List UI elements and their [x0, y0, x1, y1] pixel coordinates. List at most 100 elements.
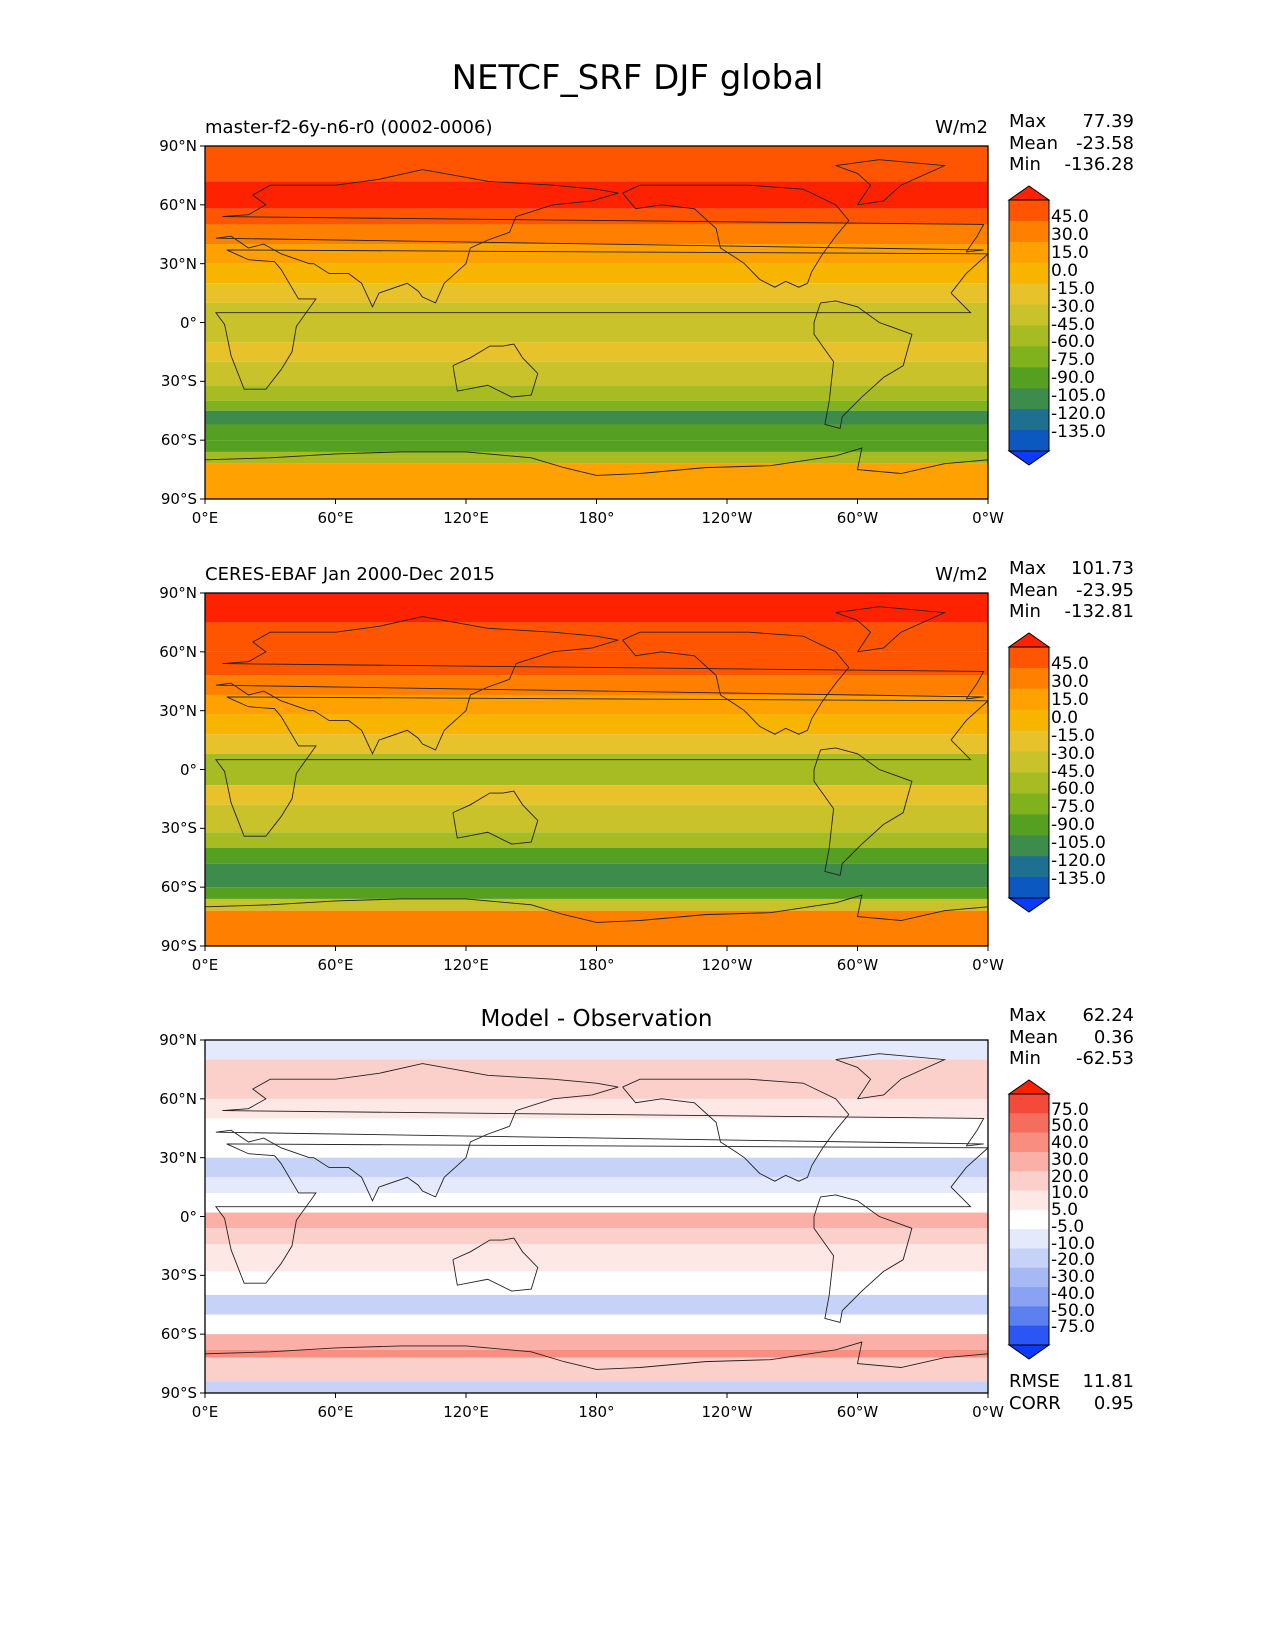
- stat-label: Max: [1009, 1005, 1047, 1026]
- colorbar-tick-label: 5.0: [1051, 1200, 1079, 1221]
- x-tick-label: 180°: [578, 956, 615, 974]
- field-band: [205, 342, 988, 362]
- colorbar-tick-label: 0.0: [1051, 707, 1079, 728]
- colorbar-tick-label: -60.0: [1051, 332, 1095, 353]
- coastline: [835, 606, 947, 653]
- field-band: [205, 146, 988, 182]
- y-tick-label: 60°N: [159, 1089, 197, 1108]
- colorbar-segment: [1009, 1209, 1049, 1230]
- y-tick-label: 90°S: [160, 1384, 197, 1402]
- colorbar-tick-label: 15.0: [1051, 242, 1089, 263]
- colorbar-extend-bottom: [1007, 450, 1051, 466]
- field-band: [205, 651, 988, 676]
- colorbar-tick-label: -45.0: [1051, 314, 1095, 335]
- stat-value: -23.95: [1075, 579, 1134, 601]
- coastline: [215, 1063, 985, 1202]
- stat-row: RMSE 11.81: [1009, 1371, 1134, 1393]
- coastline: [622, 184, 850, 288]
- coastline: [214, 696, 988, 837]
- colorbar-segment: [1009, 730, 1049, 753]
- stat-value: 101.73: [1071, 558, 1134, 579]
- coastline: [215, 169, 985, 308]
- coastline: [813, 1194, 913, 1323]
- field-band: [205, 208, 988, 225]
- colorbar-segment: [1009, 814, 1049, 836]
- colorbar-tick-label: -10.0: [1051, 1233, 1095, 1254]
- colorbar-segment: [1009, 647, 1049, 669]
- colorbar-extend-top: [1007, 632, 1051, 648]
- colorbar-extend-bottom: [1007, 1344, 1051, 1360]
- field-band: [205, 424, 988, 441]
- field-band: [205, 1357, 988, 1382]
- stat-row: Min -132.81: [1009, 601, 1134, 623]
- colorbar-tick-label: -105.0: [1051, 386, 1106, 407]
- colorbar-segment: [1009, 835, 1049, 857]
- colorbar-tick-label: -105.0: [1051, 833, 1106, 854]
- units-label: W/m2: [935, 117, 988, 138]
- stat-row: Max 77.39: [1009, 111, 1134, 133]
- field-band: [205, 832, 988, 848]
- colorbar-segment: [1009, 877, 1049, 899]
- field-layer: [205, 593, 988, 946]
- colorbar-frame: [1008, 646, 1050, 899]
- panel-title: master-f2-6y-n6-r0 (0002-0006): [205, 117, 493, 138]
- y-tick-label: 0°: [179, 1207, 197, 1226]
- field-band: [205, 1271, 988, 1295]
- stat-label: Max: [1009, 558, 1047, 579]
- colorbar-segment: [1009, 709, 1049, 732]
- colorbar-segment: [1009, 1267, 1049, 1288]
- colorbar-tick-label: 15.0: [1051, 689, 1089, 710]
- colorbar-segment: [1009, 409, 1049, 431]
- figure-title: NETCF_SRF DJF global: [451, 58, 824, 98]
- y-tick-label: 0°: [179, 760, 197, 779]
- stat-value: 0.95: [1093, 1392, 1134, 1414]
- y-tick-label: 90°S: [160, 490, 197, 508]
- stat-value: -62.53: [1075, 1048, 1134, 1070]
- field-band: [205, 714, 988, 735]
- colorbar-segment: [1009, 388, 1049, 410]
- coastline: [215, 616, 985, 755]
- stat-label: CORR: [1009, 1392, 1061, 1414]
- field-band: [205, 887, 988, 899]
- colorbar-segment: [1009, 1287, 1049, 1307]
- colorbar-tick-label: -75.0: [1051, 350, 1095, 371]
- y-tick-label: 90°S: [160, 937, 197, 955]
- field-band: [205, 181, 988, 209]
- y-tick-label: 30°S: [160, 819, 197, 838]
- y-tick-label: 30°S: [160, 1266, 197, 1285]
- colorbar-frame: [1008, 1093, 1050, 1346]
- y-tick-label: 60°N: [159, 195, 197, 214]
- stat-label: Min: [1009, 601, 1041, 623]
- colorbar-tick-label: 45.0: [1051, 206, 1089, 227]
- colorbar-tick-label: 50.0: [1051, 1116, 1089, 1137]
- colorbar-tick-label: 30.0: [1051, 224, 1089, 245]
- y-tick-label: 30°S: [160, 372, 197, 391]
- colorbar-segment: [1009, 325, 1049, 347]
- stat-value: 0.36: [1093, 1026, 1134, 1048]
- field-band: [205, 1040, 988, 1060]
- field-band: [205, 1192, 988, 1213]
- field-band: [205, 1334, 988, 1350]
- map-frame: [204, 145, 989, 500]
- panel-title: CERES-EBAF Jan 2000-Dec 2015: [205, 564, 495, 585]
- colorbar-segment: [1009, 1094, 1049, 1114]
- coastline: [452, 343, 539, 398]
- field-band: [205, 847, 988, 864]
- field-band: [205, 1098, 988, 1119]
- colorbar-tick-label: -15.0: [1051, 725, 1095, 746]
- colorbar-segment: [1009, 241, 1049, 264]
- field-band: [205, 694, 988, 715]
- coastline: [214, 1143, 988, 1284]
- map-frame: [204, 1039, 989, 1394]
- colorbar-tick-label: -75.0: [1051, 1317, 1095, 1338]
- field-band: [205, 1059, 988, 1099]
- x-tick-label: 120°W: [701, 1403, 753, 1421]
- field-band: [205, 1228, 988, 1244]
- colorbar-segment: [1009, 772, 1049, 794]
- colorbar-tick-label: -30.0: [1051, 296, 1095, 317]
- colorbar-extend-top: [1007, 1079, 1051, 1095]
- field-layer: [205, 146, 988, 499]
- stat-row: Min -136.28: [1009, 154, 1134, 176]
- field-band: [205, 1243, 988, 1272]
